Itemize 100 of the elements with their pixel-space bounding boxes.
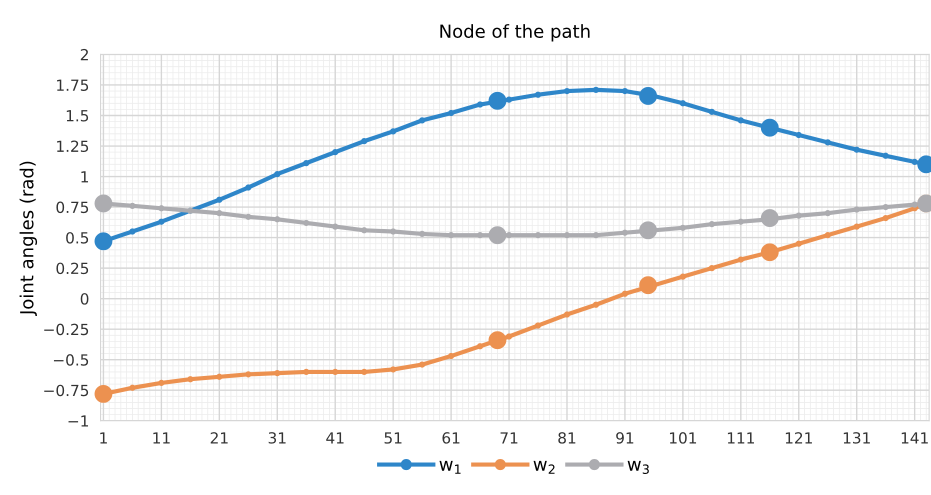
x-tick-label: 131: [844, 432, 870, 444]
point: [274, 170, 280, 178]
x-tick-label: 91: [616, 432, 634, 444]
point: [854, 223, 860, 230]
point: [129, 228, 136, 235]
point: [129, 202, 136, 209]
point: [216, 196, 222, 203]
point: [94, 232, 112, 250]
point: [448, 352, 454, 360]
y-axis-title: Joint angles (rad): [20, 162, 38, 316]
point: [708, 265, 715, 272]
x-tick-label: 41: [326, 432, 344, 444]
point: [488, 226, 506, 244]
point: [592, 86, 600, 93]
point: [245, 214, 252, 220]
chart-title: Node of the path: [440, 24, 590, 42]
point: [488, 331, 506, 350]
point: [534, 232, 542, 238]
point: [534, 92, 542, 98]
y-tick-label: 2: [80, 48, 88, 60]
x-tick-label: 81: [558, 432, 576, 444]
x-tick-label: 71: [500, 432, 518, 444]
y-tick-label: 1: [81, 171, 88, 182]
x-tick-label: 1: [100, 432, 107, 444]
point: [94, 194, 112, 212]
point: [332, 223, 338, 230]
y-tick-label: 1.75: [57, 80, 88, 91]
point: [854, 146, 860, 153]
x-tick-label: 21: [210, 432, 228, 444]
point: [476, 232, 484, 238]
y-tick-label: −1: [68, 415, 88, 427]
point: [760, 118, 779, 137]
point: [622, 290, 628, 297]
y-tick-label: −0.75: [44, 384, 88, 396]
point: [760, 209, 779, 227]
point: [708, 221, 715, 228]
point: [419, 230, 426, 238]
point: [506, 333, 512, 340]
point: [882, 214, 889, 222]
point: [622, 230, 628, 236]
y-tick-label: 0.25: [56, 262, 88, 274]
point: [854, 206, 860, 213]
legend-label: w$_{3}$: [628, 460, 649, 474]
y-tick-label: 0.75: [56, 202, 88, 214]
legend-label: w$_{2}$: [534, 460, 555, 474]
y-tick-label: 1.25: [57, 140, 88, 152]
point: [158, 380, 165, 386]
point: [534, 322, 542, 329]
point: [476, 343, 484, 350]
point: [390, 128, 396, 134]
point: [738, 256, 744, 263]
point: [216, 374, 222, 380]
point: [639, 87, 658, 105]
point: [622, 88, 628, 94]
point: [419, 361, 426, 368]
point: [332, 149, 338, 156]
point: [187, 376, 194, 382]
point: [506, 232, 512, 238]
point: [332, 368, 338, 376]
point: [824, 232, 831, 238]
x-tick-label: 111: [728, 432, 754, 444]
point: [245, 184, 252, 191]
point: [882, 204, 889, 210]
point: [419, 117, 426, 124]
y-tick-label: 0.5: [66, 232, 88, 244]
point: [361, 368, 368, 376]
point: [564, 88, 570, 94]
point: [390, 366, 396, 373]
point: [303, 220, 310, 226]
point: [448, 232, 454, 238]
point: [506, 96, 512, 103]
point: [882, 152, 889, 159]
point: [639, 276, 658, 294]
point: [738, 117, 744, 124]
y-tick-label: −0.25: [44, 324, 88, 336]
point: [274, 370, 280, 376]
point: [94, 384, 112, 403]
point: [303, 368, 310, 376]
x-tick-label: 121: [786, 432, 812, 444]
x-tick-label: 31: [268, 432, 286, 444]
point: [476, 101, 484, 108]
x-tick-label: 51: [384, 432, 402, 444]
point: [760, 243, 779, 262]
x-tick-label: 11: [153, 432, 170, 444]
point: [738, 218, 744, 225]
y-tick-label: 1.5: [66, 110, 88, 122]
point: [564, 232, 570, 238]
point: [708, 108, 715, 115]
point: [796, 132, 802, 138]
y-tick-label: 0: [80, 293, 88, 305]
point: [680, 224, 686, 231]
point: [361, 138, 368, 144]
point: [592, 232, 600, 238]
point: [158, 205, 165, 212]
y-tick-label: −0.5: [54, 354, 88, 366]
point: [680, 274, 686, 280]
point: [592, 302, 600, 308]
point: [303, 160, 310, 166]
point: [488, 92, 506, 110]
point: [448, 110, 454, 116]
